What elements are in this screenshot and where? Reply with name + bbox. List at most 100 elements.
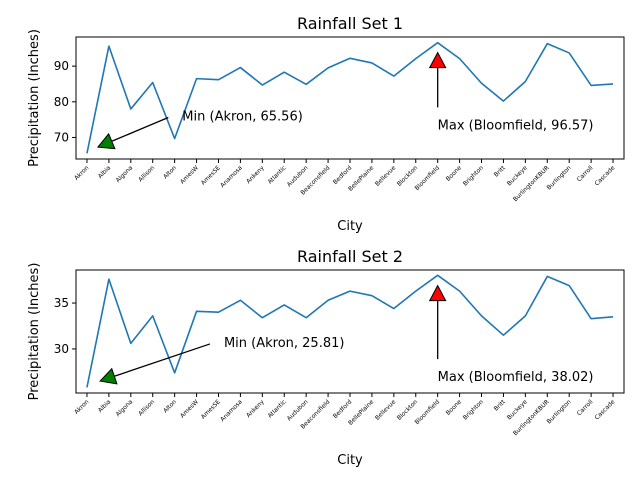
x-axis-label: City bbox=[337, 453, 363, 468]
data-point bbox=[262, 84, 264, 86]
data-point bbox=[590, 318, 592, 320]
x-tick-label: Allison bbox=[137, 398, 156, 417]
x-tick-label: Bellevue bbox=[374, 398, 397, 421]
data-point bbox=[415, 58, 417, 60]
data-point bbox=[349, 290, 351, 292]
data-point bbox=[525, 315, 527, 317]
x-tick-label: Anamosa bbox=[219, 164, 244, 189]
x-tick-label: Atlantic bbox=[267, 398, 288, 419]
x-tick-label: Bedford bbox=[332, 164, 354, 186]
data-point bbox=[327, 299, 329, 301]
data-point bbox=[218, 311, 220, 313]
x-tick-label: Carroll bbox=[576, 398, 595, 417]
x-tick-label: Algona bbox=[115, 164, 135, 184]
x-tick-label: Anamosa bbox=[219, 398, 244, 423]
data-point bbox=[459, 290, 461, 292]
chart-2: Rainfall Set 2 30 35 Akron Albia Algona Alliso… bbox=[27, 247, 625, 468]
x-tick-label: Akron bbox=[73, 398, 90, 415]
data-point bbox=[590, 85, 592, 87]
data-point bbox=[546, 43, 548, 45]
data-point bbox=[327, 67, 329, 69]
max-annotation-label: Max (Bloomfield, 38.02) bbox=[438, 370, 594, 385]
y-tick-label: 90 bbox=[54, 59, 69, 73]
data-point bbox=[568, 285, 570, 287]
data-point bbox=[108, 45, 110, 47]
y-axis-label: Precipitation (Inches) bbox=[27, 29, 42, 167]
x-tick-label: Ankeny bbox=[245, 164, 266, 185]
y-tick-label: 80 bbox=[54, 95, 69, 109]
x-tick-label: Burlington bbox=[546, 164, 573, 191]
data-point bbox=[546, 276, 548, 278]
x-tick-label: Allison bbox=[137, 164, 156, 183]
data-point bbox=[130, 343, 132, 345]
x-tick-label: Albia bbox=[97, 164, 113, 180]
x-tick-label: Akron bbox=[73, 164, 90, 181]
min-annotation-label: Min (Akron, 25.81) bbox=[224, 336, 345, 351]
data-point bbox=[349, 57, 351, 59]
data-point bbox=[86, 387, 88, 389]
x-tick-label: Bellevue bbox=[374, 164, 397, 187]
data-point bbox=[305, 317, 307, 319]
x-tick-label: Cascade bbox=[593, 398, 616, 421]
data-point bbox=[240, 67, 242, 69]
x-tick-label: Bedford bbox=[332, 398, 354, 420]
data-point bbox=[612, 316, 614, 318]
min-arrow-shaft bbox=[114, 343, 211, 377]
data-point bbox=[240, 299, 242, 301]
data-point bbox=[196, 311, 198, 313]
x-tick-label: Alton bbox=[162, 398, 178, 414]
data-point bbox=[612, 83, 614, 85]
max-arrow-head bbox=[428, 284, 447, 302]
y-tick-label: 70 bbox=[54, 130, 69, 144]
series-line bbox=[86, 274, 614, 388]
data-point bbox=[415, 290, 417, 292]
x-tick-label: Atlantic bbox=[267, 164, 288, 185]
x-tick-label: Alton bbox=[162, 164, 178, 180]
data-point bbox=[393, 75, 395, 77]
series-line bbox=[86, 41, 614, 154]
min-arrow-shaft bbox=[111, 116, 169, 142]
x-tick-label: AmesW bbox=[179, 164, 200, 185]
data-point bbox=[86, 152, 88, 154]
data-point bbox=[152, 82, 154, 84]
x-tick-label: AmesW bbox=[179, 398, 200, 419]
chart-1: Rainfall Set 1 70 80 90 Akron Albia Algona Alli… bbox=[27, 14, 625, 234]
min-arrow-head bbox=[96, 132, 116, 150]
y-tick-label: 30 bbox=[54, 342, 69, 356]
x-tick-label: Carroll bbox=[576, 164, 595, 183]
data-point bbox=[437, 42, 439, 44]
data-point bbox=[503, 100, 505, 102]
data-point bbox=[283, 71, 285, 73]
x-tick-label: Algona bbox=[115, 398, 135, 418]
x-tick-label: Cascade bbox=[593, 164, 616, 187]
data-point bbox=[481, 82, 483, 84]
data-point bbox=[481, 315, 483, 317]
x-tick-label: Albia bbox=[97, 398, 113, 414]
chart-title: Rainfall Set 1 bbox=[297, 14, 403, 33]
data-point bbox=[371, 295, 373, 297]
data-point bbox=[437, 275, 439, 277]
data-point bbox=[262, 317, 264, 319]
x-tick-label: Brighton bbox=[462, 164, 485, 187]
y-axis-label: Precipitation (Inches) bbox=[27, 263, 42, 401]
max-annotation-label: Max (Bloomfield, 96.57) bbox=[438, 118, 594, 133]
x-tick-label: Boone bbox=[445, 398, 464, 417]
data-point bbox=[130, 108, 132, 110]
data-point bbox=[174, 138, 176, 140]
data-point bbox=[371, 62, 373, 64]
x-tick-label: Britt bbox=[493, 398, 508, 413]
data-point bbox=[108, 278, 110, 280]
data-point bbox=[525, 81, 527, 83]
max-arrow-head bbox=[428, 51, 447, 69]
data-point bbox=[218, 79, 220, 81]
x-tick-label: Ankeny bbox=[245, 398, 266, 419]
data-point bbox=[503, 334, 505, 336]
x-tick-label: Burlington bbox=[546, 398, 573, 425]
x-axis-label: City bbox=[337, 219, 363, 234]
data-point bbox=[283, 304, 285, 306]
min-arrow-head bbox=[99, 367, 118, 385]
data-point bbox=[174, 372, 176, 374]
x-tick-label: Boone bbox=[445, 164, 464, 183]
min-annotation-label: Min (Akron, 65.56) bbox=[182, 109, 303, 124]
